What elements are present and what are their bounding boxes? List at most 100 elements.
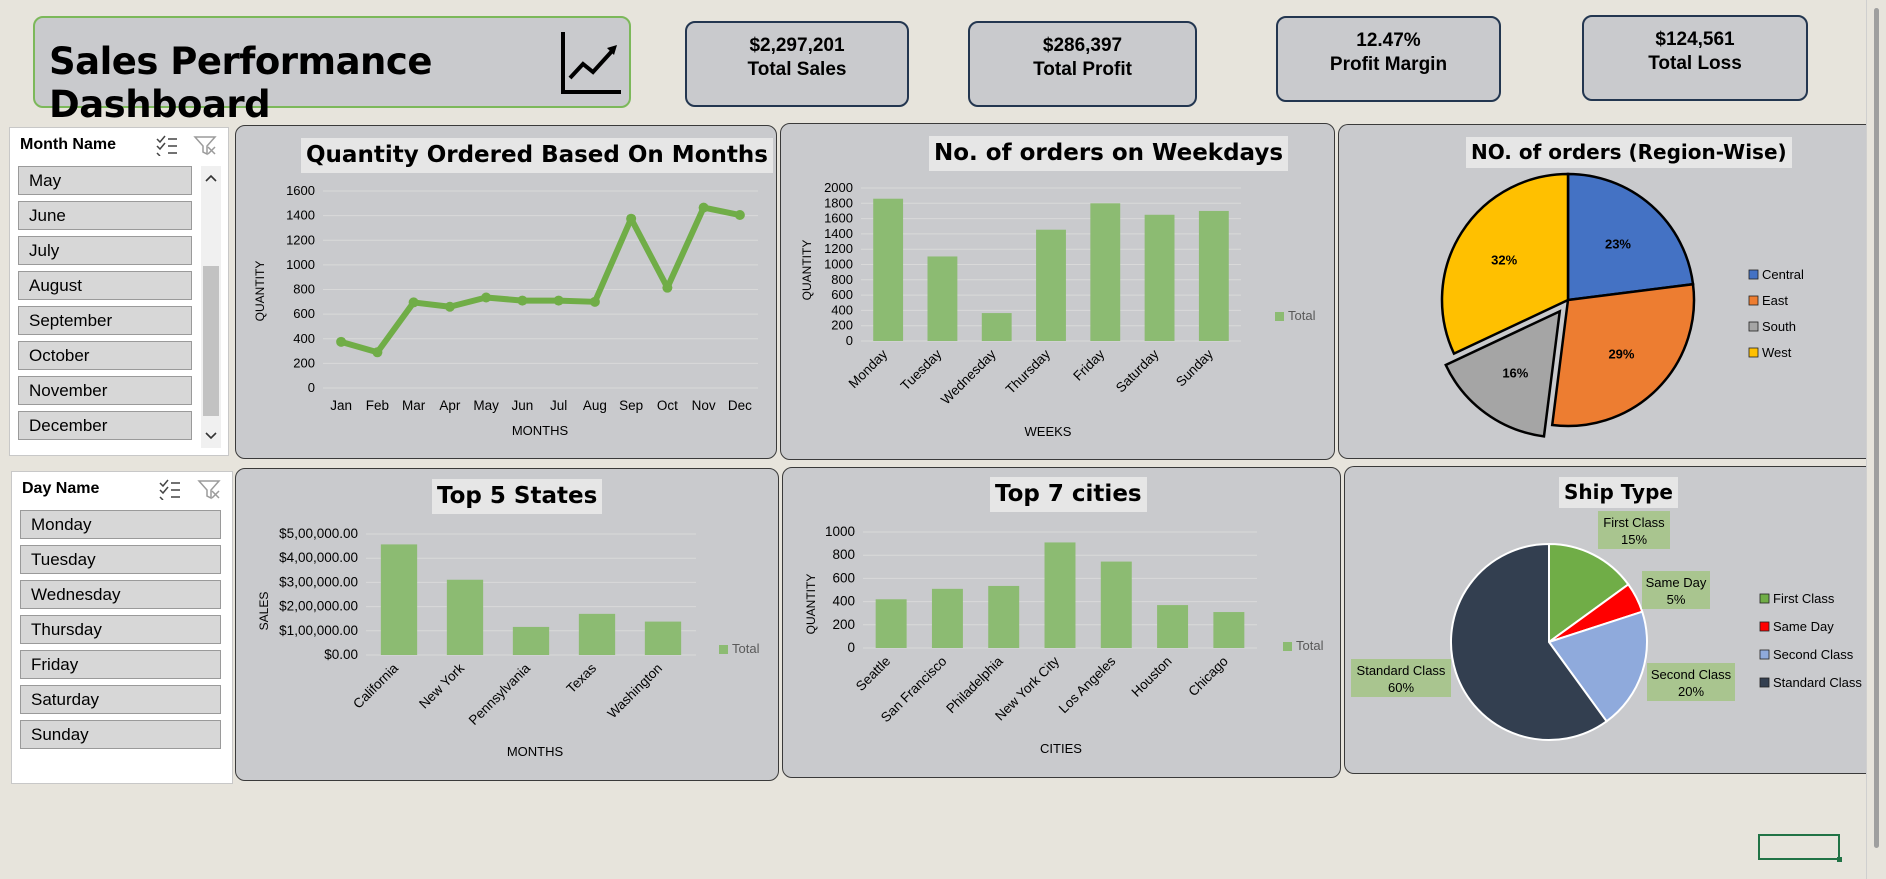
legend-label: South <box>1762 319 1796 334</box>
pie-data-label: 32% <box>1491 252 1517 267</box>
data-callout-name: Same Day <box>1646 575 1707 590</box>
x-tick-label: Tuesday <box>898 346 945 393</box>
y-tick-label: 800 <box>831 272 853 287</box>
x-axis-title: MONTHS <box>512 423 569 438</box>
multi-select-icon[interactable] <box>154 134 178 156</box>
x-tick-label: Los Angeles <box>1056 653 1119 716</box>
ship-chart-panel: First Class 15% Same Day 5% Second Class 20% S… <box>1344 466 1868 774</box>
y-tick-label: 200 <box>831 318 853 333</box>
y-tick-label: $1,00,000.00 <box>279 623 358 638</box>
y-tick-label: 1600 <box>824 211 853 226</box>
data-callout-pct: 20% <box>1678 684 1704 699</box>
x-tick-label: Saturday <box>1113 346 1162 395</box>
slicer-item-june[interactable]: June <box>18 201 192 230</box>
multi-select-icon[interactable] <box>157 478 181 500</box>
bar-thursday <box>1036 229 1066 341</box>
region-chart-panel: 23% 29% 16% 32% Central East South West NO. of … <box>1338 124 1868 459</box>
sheet-vertical-scrollbar[interactable] <box>1866 0 1886 879</box>
y-tick-label: 1400 <box>286 208 315 223</box>
slicer-item-november[interactable]: November <box>18 376 192 405</box>
data-point <box>408 297 419 308</box>
slicer-item-friday[interactable]: Friday <box>20 650 221 679</box>
chart-title: No. of orders on Weekdays <box>929 136 1289 171</box>
y-tick-label: 1200 <box>286 232 315 247</box>
kpi-value: $286,397 <box>1042 35 1123 56</box>
pie-slice-south <box>1444 309 1562 438</box>
scroll-thumb[interactable] <box>1874 8 1879 848</box>
bar-houston <box>1157 605 1189 648</box>
data-callout-name: Second Class <box>1651 667 1732 682</box>
x-tick-label: Jul <box>550 398 567 413</box>
data-point <box>662 282 673 293</box>
bar-philadelphia <box>988 585 1020 648</box>
x-tick-label: Thursday <box>1003 346 1054 397</box>
kpi-total-sales: $2,297,201 Total Sales <box>685 21 909 107</box>
x-tick-label: Washington <box>604 661 665 722</box>
pie-slice-standard-class <box>1450 542 1609 741</box>
slicer-item-august[interactable]: August <box>18 271 192 300</box>
legend-label: West <box>1762 345 1792 360</box>
slicer-item-monday[interactable]: Monday <box>20 510 221 539</box>
day-slicer[interactable]: Day Name Monday Tuesday Wednesday Thursday F… <box>11 471 233 784</box>
y-tick-label: 0 <box>847 640 855 655</box>
x-tick-label: Jan <box>330 398 352 413</box>
data-point <box>553 295 564 306</box>
slicer-scrollbar[interactable] <box>201 166 221 448</box>
slicer-item-december[interactable]: December <box>18 411 192 440</box>
kpi-value: $2,297,201 <box>749 35 845 56</box>
states-chart-panel: $0.00 $1,00,000.00 $2,00,000.00 $3,00,000.0… <box>235 468 779 781</box>
legend-swatch <box>1748 347 1759 358</box>
slicer-item-october[interactable]: October <box>18 341 192 370</box>
slicer-item-july[interactable]: July <box>18 236 192 265</box>
kpi-label: Total Loss <box>1648 53 1742 74</box>
kpi-value: 12.47% <box>1356 30 1421 51</box>
x-tick-label: Dec <box>728 398 752 413</box>
kpi-total-profit: $286,397 Total Profit <box>968 21 1197 107</box>
data-point <box>734 210 745 221</box>
bar-new-york <box>446 579 484 655</box>
y-axis-title: QUANTITY <box>253 261 267 322</box>
y-tick-label: 600 <box>293 306 315 321</box>
x-tick-label: Texas <box>564 660 600 696</box>
x-tick-label: Jun <box>511 398 533 413</box>
scroll-thumb[interactable] <box>203 266 219 416</box>
y-tick-label: 800 <box>293 282 315 297</box>
slicer-item-september[interactable]: September <box>18 306 192 335</box>
chart-title: Top 5 States <box>432 479 603 514</box>
clear-filter-icon[interactable] <box>197 478 221 500</box>
bar-seattle <box>875 599 907 648</box>
slicer-item-tuesday[interactable]: Tuesday <box>20 545 221 574</box>
y-tick-label: 1800 <box>824 195 853 210</box>
pie-slice-second-class <box>1547 610 1648 723</box>
slicer-item-may[interactable]: May <box>18 166 192 195</box>
scroll-down-icon[interactable] <box>201 428 221 444</box>
slicer-header: Day Name <box>22 480 100 497</box>
clear-filter-icon[interactable] <box>193 134 217 156</box>
y-tick-label: 800 <box>832 547 855 562</box>
pie-slice-central <box>1566 172 1695 302</box>
slicer-item-sunday[interactable]: Sunday <box>20 720 221 749</box>
scroll-up-icon[interactable] <box>201 170 221 186</box>
x-tick-label: Sunday <box>1173 346 1216 389</box>
y-tick-label: 2000 <box>824 180 853 195</box>
trend-line-chart-icon <box>561 32 621 94</box>
months-chart-panel: 0 200 400 600 800 1000 1200 1400 1600 Jan Feb Mar Ap… <box>235 125 777 459</box>
x-tick-label: Houston <box>1129 654 1175 700</box>
slicer-item-thursday[interactable]: Thursday <box>20 615 221 644</box>
bar-pennsylvania <box>512 626 550 655</box>
month-slicer[interactable]: Month Name May June July August September Oct… <box>9 127 229 456</box>
y-tick-label: 1000 <box>286 257 315 272</box>
bar-san-francisco <box>931 588 963 648</box>
y-tick-label: 600 <box>831 287 853 302</box>
slicer-item-wednesday[interactable]: Wednesday <box>20 580 221 609</box>
bar-monday <box>873 198 904 341</box>
x-tick-label: Chicago <box>1185 654 1231 700</box>
y-tick-label: 1200 <box>824 241 853 256</box>
selected-cell[interactable] <box>1758 834 1842 862</box>
slicer-item-saturday[interactable]: Saturday <box>20 685 221 714</box>
kpi-profit-margin: 12.47% Profit Margin <box>1276 16 1501 102</box>
y-tick-label: $4,00,000.00 <box>279 550 358 565</box>
bar-washington <box>644 621 682 655</box>
y-tick-label: 400 <box>831 302 853 317</box>
